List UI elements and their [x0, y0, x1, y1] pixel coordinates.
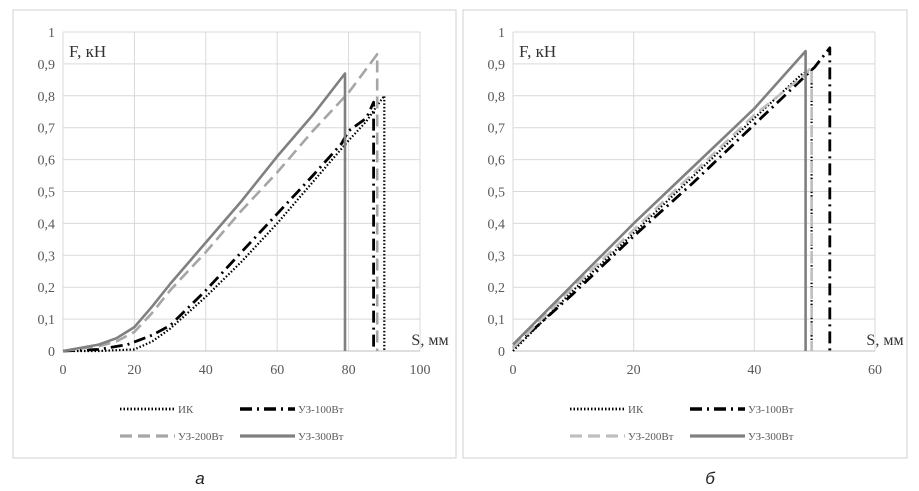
legend-label: УЗ-100Вт: [298, 404, 344, 416]
x-tick-label: 20: [127, 363, 141, 378]
legend-label: УЗ-200Вт: [178, 431, 224, 443]
series-line-2: [512, 46, 832, 351]
y-tick-label: 0,1: [38, 313, 56, 328]
series-line-3: [62, 52, 379, 353]
series-line-1: [512, 69, 813, 352]
chart-border: [462, 9, 908, 459]
series-line-1: [63, 94, 386, 353]
legend-label: УЗ-100Вт: [748, 404, 794, 416]
series-line-3: [512, 65, 813, 351]
x-tick-label: 60: [270, 363, 284, 378]
series-line-4: [62, 72, 347, 353]
y-tick-label: 0,2: [38, 281, 56, 296]
y-axis-label: F, кН: [69, 42, 106, 61]
y-tick-label: 0,5: [38, 186, 56, 201]
y-tick-label: 0,4: [38, 217, 56, 232]
series-line-2: [62, 100, 376, 353]
y-tick-label: 0,9: [38, 58, 56, 73]
y-tick-label: 0,3: [488, 249, 506, 264]
y-axis-label: F, кН: [519, 42, 556, 61]
y-tick-label: 1: [48, 26, 55, 41]
chart-border: [12, 9, 457, 459]
y-tick-label: 0,9: [488, 58, 506, 73]
y-tick-label: 0: [498, 345, 505, 360]
legend-label: ИК: [628, 404, 644, 416]
x-tick-label: 40: [199, 363, 213, 378]
y-tick-label: 1: [498, 26, 505, 41]
y-tick-label: 0,6: [38, 154, 56, 169]
x-tick-label: 0: [510, 363, 517, 378]
y-tick-label: 0,8: [38, 90, 56, 105]
legend-label: УЗ-300Вт: [748, 431, 794, 443]
y-tick-label: 0,5: [488, 186, 506, 201]
y-tick-label: 0,3: [38, 249, 56, 264]
chart-panel-0: 0 0,1 0,2 0,3 0,4 0,5 0,6 0,7 0,8 0,9 1 0 20 40 60 80 10…: [12, 9, 457, 488]
x-tick-label: 100: [410, 363, 431, 378]
panel-caption: б: [705, 469, 716, 488]
legend-label: ИК: [178, 404, 194, 416]
x-tick-label: 80: [342, 363, 356, 378]
y-tick-label: 0,4: [488, 217, 506, 232]
y-tick-label: 0: [48, 345, 55, 360]
chart-panel-1: 0 0,1 0,2 0,3 0,4 0,5 0,6 0,7 0,8 0,9 1 0 20 40 60 F, к…: [462, 9, 908, 488]
x-tick-label: 0: [60, 363, 67, 378]
y-tick-label: 0,7: [38, 122, 56, 137]
y-tick-label: 0,8: [488, 90, 506, 105]
panel-caption: а: [195, 469, 204, 488]
x-tick-label: 20: [627, 363, 641, 378]
x-tick-label: 40: [747, 363, 761, 378]
y-tick-label: 0,1: [488, 313, 506, 328]
x-axis-label: S, мм: [411, 332, 448, 349]
legend-label: УЗ-200Вт: [628, 431, 674, 443]
x-axis-label: S, мм: [866, 332, 903, 349]
y-tick-label: 0,7: [488, 122, 506, 137]
y-tick-label: 0,6: [488, 154, 506, 169]
legend-label: УЗ-300Вт: [298, 431, 344, 443]
series-line-4: [512, 49, 807, 351]
x-tick-label: 60: [868, 363, 882, 378]
y-tick-label: 0,2: [488, 281, 506, 296]
